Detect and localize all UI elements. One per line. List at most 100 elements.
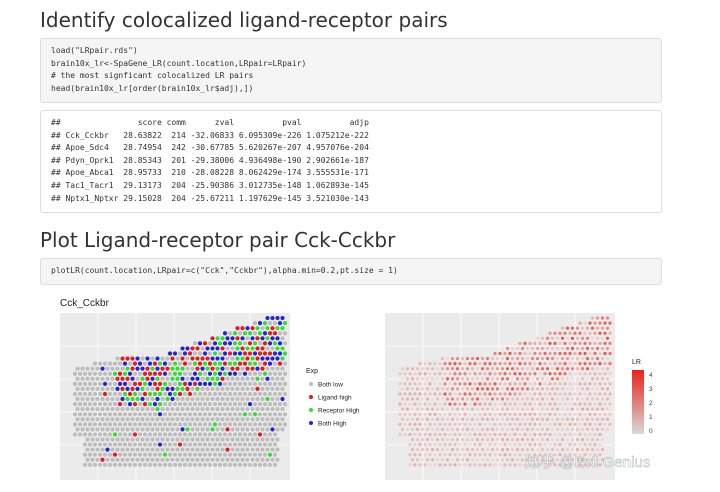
spot [252, 391, 258, 397]
spot [215, 407, 220, 412]
spot [480, 377, 485, 381]
spot [445, 417, 450, 421]
spot [280, 376, 285, 381]
spot [570, 387, 575, 391]
spot [425, 417, 430, 421]
spot [445, 397, 450, 401]
spot [575, 397, 580, 401]
spot [167, 351, 173, 356]
spot [543, 463, 547, 467]
spot [260, 366, 265, 371]
spot [152, 432, 158, 437]
spot [540, 367, 545, 371]
spot [260, 376, 265, 381]
spot [145, 457, 150, 462]
spot [202, 381, 208, 386]
spot [425, 448, 430, 452]
spot [260, 326, 265, 331]
spot [252, 401, 258, 407]
spot [227, 381, 233, 386]
spot [408, 442, 412, 447]
spot [410, 437, 415, 442]
spot [445, 407, 450, 411]
spot [237, 371, 243, 376]
spot [275, 457, 280, 462]
spot [563, 453, 567, 457]
spot [498, 432, 502, 437]
spot [265, 417, 270, 422]
spot [560, 336, 565, 340]
spot [435, 458, 440, 462]
spot [598, 331, 602, 335]
spot [185, 427, 190, 432]
spot [135, 396, 140, 402]
spot [195, 447, 200, 452]
spot [162, 371, 168, 376]
spot [172, 412, 178, 417]
spot [112, 432, 118, 437]
spot [520, 397, 525, 401]
spot [545, 427, 550, 431]
spot [102, 422, 108, 427]
code-line: ## Apoe_Sdc4 28.74954 242 -30.67785 5.62… [51, 143, 369, 153]
spot [568, 341, 572, 345]
spot [553, 422, 557, 426]
spot [595, 346, 600, 351]
spot [550, 458, 555, 462]
spot [455, 397, 460, 401]
spot [97, 391, 103, 397]
spot [242, 361, 248, 366]
spot [608, 412, 612, 416]
code-line: ## Cck_Cckbr 28.63822 214 -32.06833 6.09… [51, 130, 369, 140]
spot [200, 437, 205, 442]
spot [255, 336, 260, 341]
spot [563, 372, 567, 376]
spot [525, 407, 530, 411]
spot [252, 371, 258, 376]
spot [267, 422, 273, 427]
spot [210, 417, 215, 422]
spot [150, 356, 155, 361]
spot [500, 448, 505, 452]
spot [282, 422, 288, 427]
spot [585, 407, 590, 411]
spot [593, 341, 597, 345]
spot [252, 351, 258, 356]
spot [583, 402, 587, 406]
spot [558, 331, 562, 335]
spot [137, 462, 143, 467]
spot [110, 396, 115, 402]
spot [523, 362, 527, 366]
spot [225, 427, 230, 432]
spot [125, 427, 130, 432]
spot [147, 432, 153, 437]
spot [415, 427, 420, 431]
spot [550, 407, 555, 411]
spot [570, 367, 575, 371]
spot [585, 367, 590, 371]
spot [242, 341, 248, 346]
spot [493, 432, 497, 437]
spot [255, 457, 260, 462]
spot [92, 442, 98, 447]
spot [585, 427, 590, 431]
spot [280, 326, 285, 331]
spot [483, 432, 487, 437]
spot [598, 422, 602, 426]
spot [90, 427, 95, 432]
spot [548, 432, 552, 437]
spot [280, 336, 285, 341]
spot [230, 457, 235, 462]
spot [180, 417, 185, 422]
spot [510, 356, 515, 361]
spot [172, 462, 178, 467]
spot [187, 351, 193, 356]
spot [207, 391, 213, 397]
spot [227, 412, 233, 417]
spot [210, 447, 215, 452]
spot [503, 412, 507, 416]
spot [197, 442, 203, 447]
spot [192, 391, 198, 397]
spot [430, 458, 435, 462]
spot [605, 356, 610, 361]
